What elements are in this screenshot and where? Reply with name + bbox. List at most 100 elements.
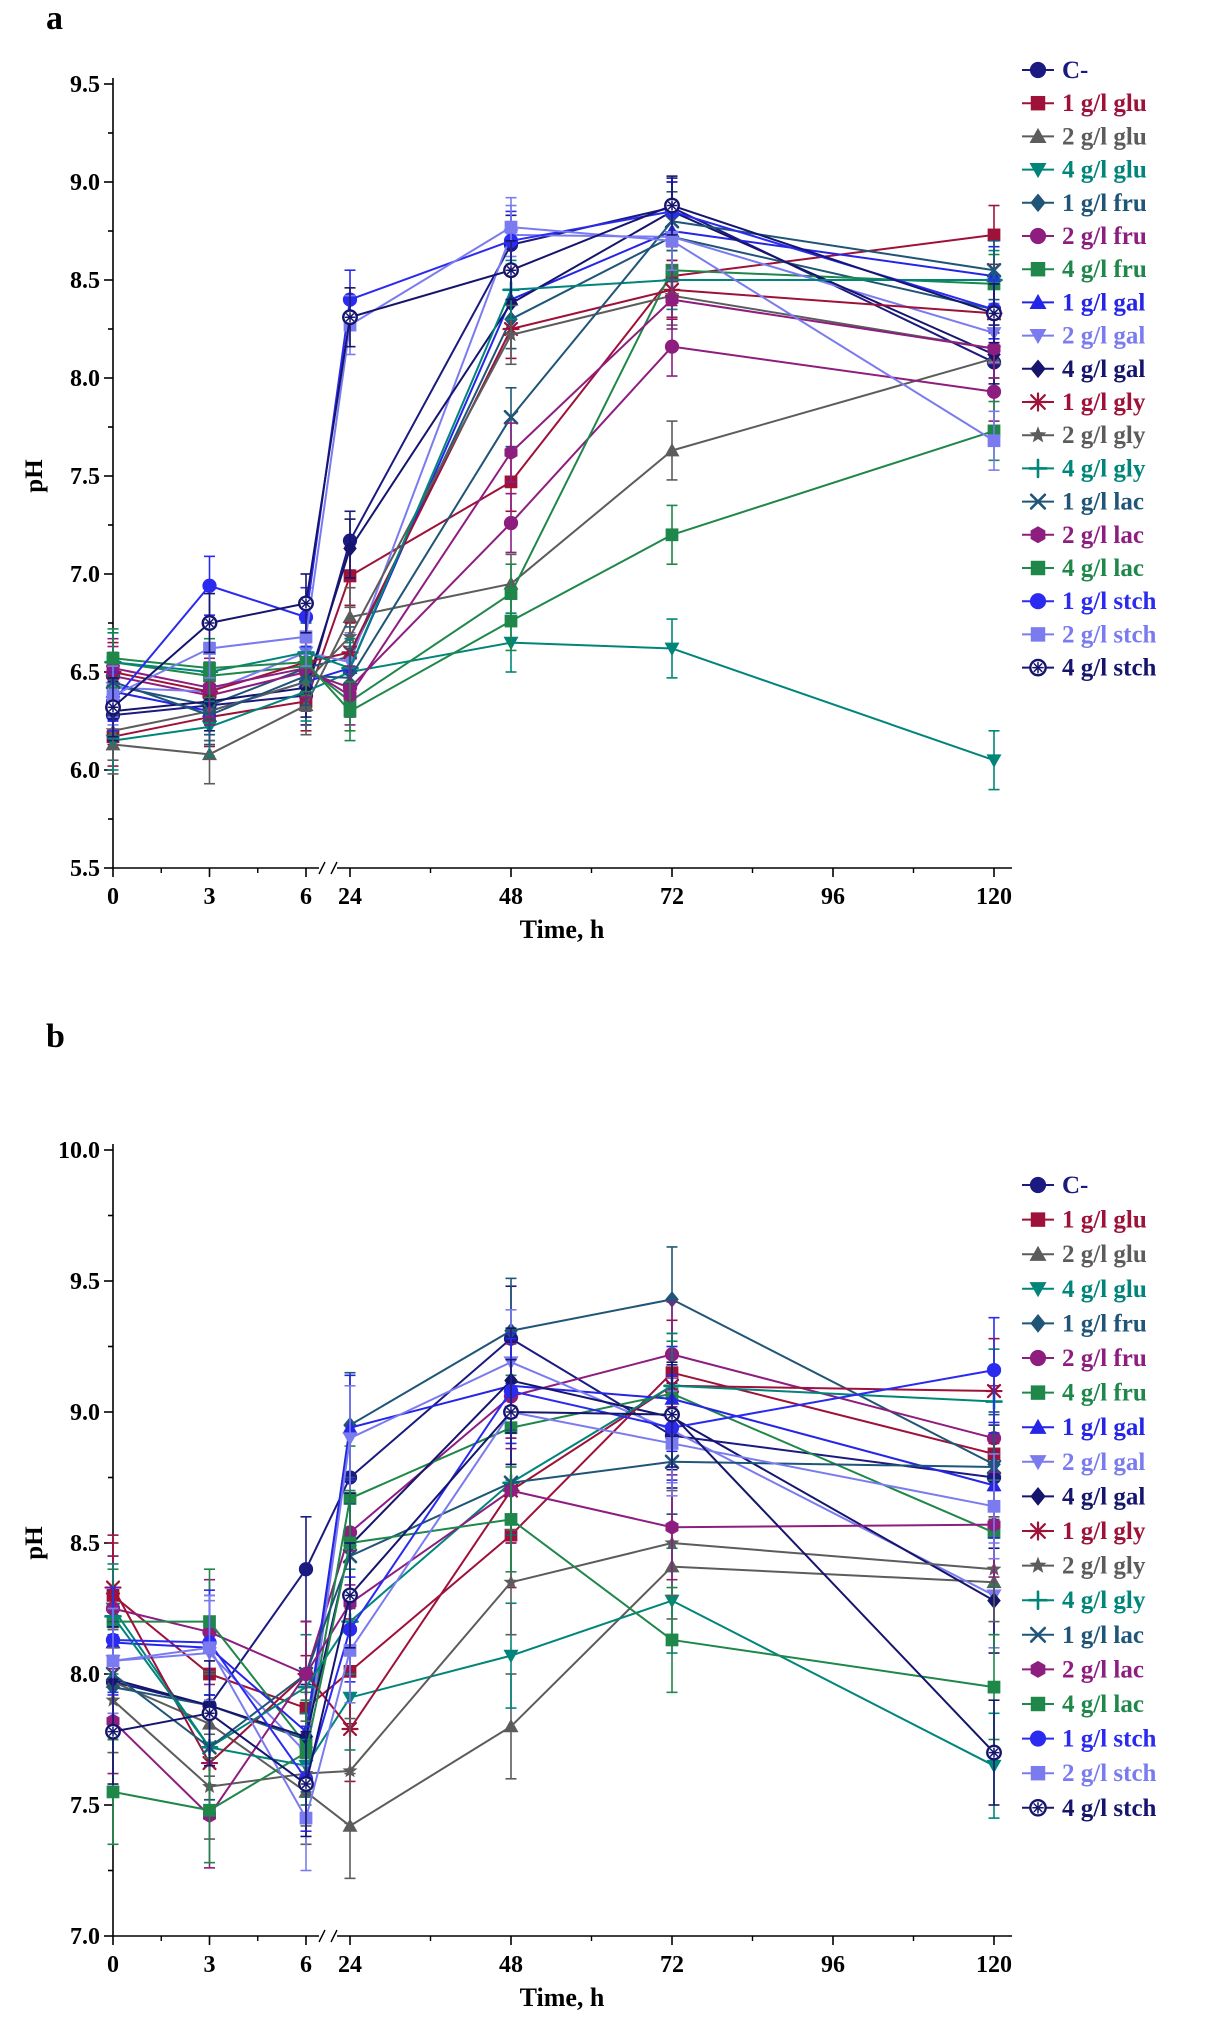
marker-circle-cross — [342, 309, 358, 326]
marker-circle — [1029, 227, 1047, 245]
legend-item: 2 g/l glu — [1022, 1241, 1147, 1268]
svg-text:120: 120 — [976, 1952, 1012, 1978]
marker-hexagon — [987, 341, 1001, 357]
svg-text:Time, h: Time, h — [520, 1983, 605, 2012]
legend-item: 2 g/l stch — [1022, 621, 1157, 648]
series-2-g-l-gal — [105, 1309, 1002, 1806]
marker-circle-cross — [664, 197, 680, 214]
panel-a-label: a — [46, 0, 63, 37]
marker-square — [987, 434, 1001, 448]
marker-star — [503, 327, 519, 342]
marker-triangle-down — [986, 754, 1002, 768]
svg-text:2 g/l lac: 2 g/l lac — [1062, 1656, 1144, 1683]
marker-circle-cross — [503, 262, 519, 279]
marker-square — [665, 528, 679, 542]
panel-b-label: b — [46, 1018, 65, 1055]
marker-circle — [1029, 61, 1047, 79]
svg-text:4 g/l gly: 4 g/l gly — [1062, 1587, 1146, 1614]
legend-item: 1 g/l lac — [1022, 489, 1144, 516]
svg-text:1 g/l glu: 1 g/l glu — [1062, 1207, 1147, 1234]
marker-circle — [1029, 1176, 1047, 1194]
marker-diamond — [665, 1291, 679, 1308]
marker-x — [1029, 493, 1047, 510]
legend-item: 1 g/l lac — [1022, 1622, 1144, 1649]
marker-diamond — [1030, 1314, 1046, 1333]
legend-item: 1 g/l gal — [1022, 1414, 1145, 1441]
legend-item: 1 g/l gly — [1022, 389, 1146, 416]
marker-triangle-up — [342, 1818, 358, 1832]
svg-text:96: 96 — [821, 1952, 845, 1978]
svg-text:1 g/l lac: 1 g/l lac — [1062, 1622, 1144, 1649]
legend-item: 1 g/l glu — [1022, 1207, 1147, 1234]
legend-item: 4 g/l gly — [1022, 1587, 1146, 1614]
svg-text:4 g/l gly: 4 g/l gly — [1062, 455, 1146, 482]
legend: C- 1 g/l glu 2 g/l glu 4 g/l glu 1 g/l fru 2 … — [1022, 1172, 1157, 1822]
marker-circle — [202, 578, 217, 593]
svg-text:1 g/l glu: 1 g/l glu — [1062, 90, 1147, 117]
plot-b: 7.0 7.5 8.0 8.5 9.0 9.5 10.0 pH 0 3 6 24 48 72 96 120 Ti… — [21, 1138, 1157, 2012]
marker-triangle-down — [1029, 162, 1047, 179]
svg-text:4 g/l lac: 4 g/l lac — [1062, 1691, 1144, 1718]
marker-square — [987, 1499, 1001, 1513]
marker-circle-cross — [298, 595, 314, 612]
legend-item: 2 g/l gly — [1022, 422, 1146, 449]
legend-item: 4 g/l gly — [1022, 455, 1146, 482]
svg-text:120: 120 — [976, 884, 1012, 910]
marker-star — [1029, 426, 1047, 443]
legend-item: 4 g/l gal — [1022, 1483, 1145, 1510]
svg-text:24: 24 — [338, 1952, 362, 1978]
marker-triangle-up — [1029, 1418, 1047, 1434]
series-2-g-l-gly — [105, 1489, 1002, 1840]
legend-item: 1 g/l fru — [1022, 1310, 1147, 1337]
marker-star — [503, 1574, 519, 1589]
svg-text:96: 96 — [821, 884, 845, 910]
svg-text:4 g/l stch: 4 g/l stch — [1062, 655, 1157, 682]
legend-item: 2 g/l glu — [1022, 123, 1147, 150]
legend-item: 2 g/l stch — [1022, 1760, 1157, 1787]
legend-item: 1 g/l gly — [1022, 1518, 1146, 1545]
svg-text:7.0: 7.0 — [70, 562, 100, 588]
series-4-g-l-lac — [106, 400, 1001, 742]
svg-text:9.0: 9.0 — [70, 170, 100, 196]
svg-text:4 g/l fru: 4 g/l fru — [1062, 256, 1147, 283]
svg-text:24: 24 — [338, 884, 362, 910]
svg-text:4 g/l lac: 4 g/l lac — [1062, 555, 1144, 582]
svg-text:8.5: 8.5 — [70, 268, 100, 294]
marker-diamond — [1030, 1487, 1046, 1506]
marker-triangle-down — [1029, 328, 1047, 345]
series-1-g-l-lac — [105, 1408, 1002, 1801]
series-2-g-l-glu — [105, 1513, 1002, 1880]
svg-text:1 g/l gal: 1 g/l gal — [1062, 289, 1145, 316]
svg-text:C-: C- — [1062, 1172, 1088, 1199]
legend-item: 4 g/l glu — [1022, 157, 1147, 184]
marker-circle — [298, 1562, 314, 1577]
marker-hexagon — [665, 292, 679, 308]
svg-text:0: 0 — [107, 1952, 119, 1978]
marker-hexagon — [1030, 526, 1046, 544]
legend-item: 4 g/l fru — [1022, 1380, 1147, 1407]
svg-text:C-: C- — [1062, 57, 1088, 84]
svg-text:1 g/l fru: 1 g/l fru — [1062, 1310, 1147, 1337]
svg-text:6.0: 6.0 — [70, 758, 100, 784]
marker-triangle-down — [1029, 1455, 1047, 1471]
series-c- — [105, 177, 1002, 746]
marker-triangle-down — [342, 1432, 358, 1446]
marker-triangle-up — [1029, 293, 1047, 310]
marker-square — [987, 1680, 1001, 1694]
marker-plus — [1028, 1590, 1048, 1611]
svg-text:1 g/l gal: 1 g/l gal — [1062, 1414, 1145, 1441]
svg-text:2 g/l lac: 2 g/l lac — [1062, 522, 1144, 549]
svg-text:8.0: 8.0 — [70, 366, 100, 392]
marker-circle — [503, 515, 519, 531]
series-4-g-l-gal — [106, 181, 1001, 742]
svg-text:72: 72 — [660, 884, 684, 910]
svg-text:7.5: 7.5 — [70, 464, 100, 490]
marker-diamond — [343, 540, 357, 557]
marker-circle-cross — [503, 1404, 519, 1420]
marker-circle-cross — [201, 615, 218, 631]
series-1-g-l-stch — [105, 181, 1002, 732]
svg-text:2 g/l gly: 2 g/l gly — [1062, 422, 1146, 449]
marker-circle-cross — [201, 1705, 218, 1722]
svg-text:4 g/l fru: 4 g/l fru — [1062, 1380, 1147, 1407]
